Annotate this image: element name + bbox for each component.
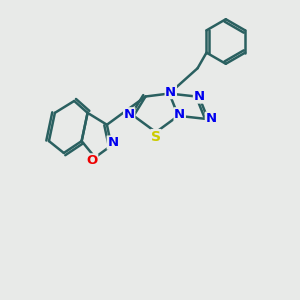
Text: O: O xyxy=(86,154,98,167)
Text: N: N xyxy=(174,108,185,121)
Text: N: N xyxy=(194,90,205,103)
Text: S: S xyxy=(151,130,161,144)
Text: N: N xyxy=(165,85,176,98)
Text: N: N xyxy=(206,112,217,125)
Text: N: N xyxy=(124,108,135,121)
Text: N: N xyxy=(107,136,118,149)
